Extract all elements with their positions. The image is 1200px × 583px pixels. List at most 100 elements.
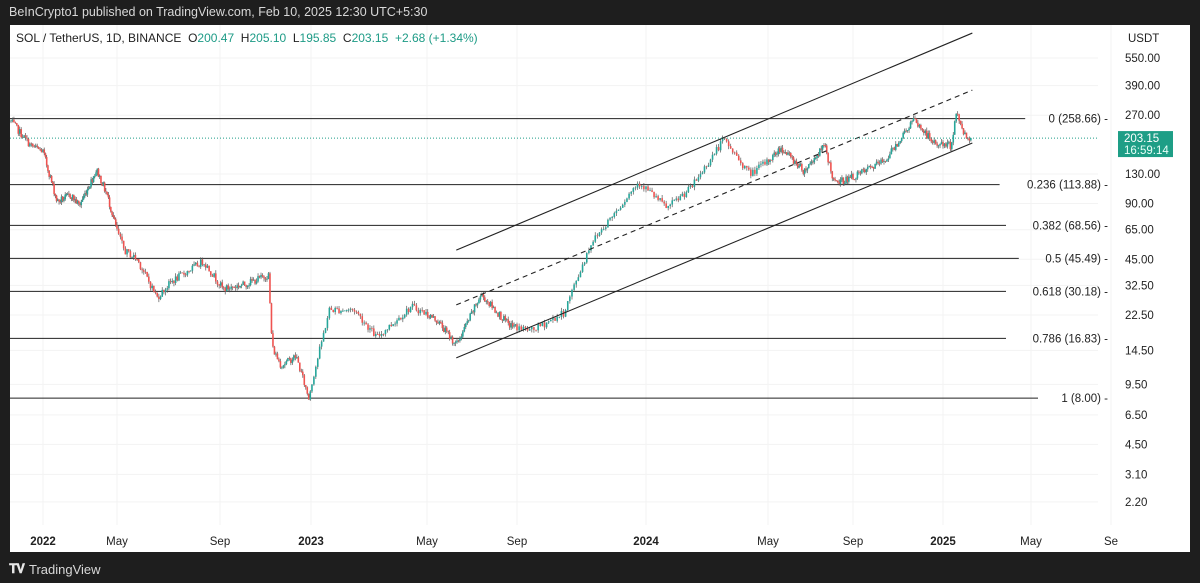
- candle-down: [914, 118, 916, 119]
- candle-up: [34, 145, 37, 147]
- candle-down: [431, 314, 433, 318]
- candle-up: [248, 285, 250, 286]
- candle-up: [955, 113, 957, 122]
- candle-up: [284, 364, 286, 366]
- candle-down: [294, 355, 297, 358]
- candle-down: [371, 328, 373, 329]
- last-price-tag: [1118, 131, 1173, 158]
- candle-down: [795, 160, 798, 165]
- candle-up: [126, 249, 128, 255]
- candle-up: [89, 186, 91, 189]
- candle-down: [367, 324, 369, 330]
- candle-down: [434, 316, 436, 321]
- candle-down: [472, 311, 474, 313]
- candle-up: [63, 199, 65, 201]
- candle-up: [478, 299, 480, 304]
- candle-up: [131, 257, 133, 258]
- high-label: H: [240, 31, 250, 45]
- candle-up: [503, 316, 505, 321]
- candle-up: [228, 288, 231, 290]
- candle-down: [153, 285, 155, 292]
- candle-up: [794, 160, 796, 164]
- candle-down: [146, 272, 148, 277]
- candle-up: [667, 206, 669, 208]
- candle-up: [886, 159, 888, 162]
- candle-down: [365, 322, 367, 325]
- candle-up: [693, 179, 696, 188]
- candle-up: [219, 282, 222, 286]
- candle-up: [799, 164, 802, 166]
- candle-down: [928, 133, 931, 139]
- candle-up: [18, 129, 21, 134]
- candle-down: [507, 319, 510, 323]
- candle-down: [862, 169, 865, 171]
- candle-down: [524, 326, 527, 329]
- chart-panel[interactable]: [10, 25, 1190, 552]
- low-value: 195.85: [299, 31, 337, 45]
- candle-up: [164, 289, 167, 293]
- time-axis-tick: 2023: [298, 536, 324, 548]
- candle-down: [144, 271, 147, 273]
- candle-down: [378, 334, 381, 336]
- footer: 𝐓𝐕 TradingView: [9, 561, 101, 577]
- candle-up: [171, 280, 174, 283]
- candle-down: [47, 165, 49, 171]
- candle-up: [924, 130, 927, 133]
- price-axis-tick: 6.50: [1125, 410, 1147, 422]
- time-axis-tick: May: [1020, 536, 1042, 548]
- candle-up: [347, 309, 350, 311]
- symbol-legend: SOL / TetherUS, 1D, BINANCE O200.47 H205…: [16, 31, 478, 45]
- candle-down: [893, 147, 896, 150]
- candle-up: [203, 264, 205, 266]
- candle-up: [384, 330, 387, 335]
- candle-up: [324, 328, 327, 333]
- candle-up: [598, 232, 601, 237]
- candle-down: [923, 130, 925, 133]
- candle-up: [425, 311, 427, 315]
- candle-down: [967, 138, 969, 140]
- candle-up: [550, 319, 552, 322]
- open-value: 200.47: [197, 31, 235, 45]
- candle-down: [222, 287, 225, 289]
- candle-down: [407, 308, 410, 313]
- candle-up: [159, 296, 162, 300]
- candle-up: [585, 253, 588, 263]
- candle-up: [571, 289, 573, 297]
- candle-up: [617, 209, 620, 211]
- candle-down: [526, 328, 529, 331]
- time-axis-tick: Sep: [507, 536, 527, 548]
- candle-up: [719, 141, 722, 151]
- candle-down: [288, 358, 291, 359]
- candle-down: [373, 328, 375, 337]
- candle-down: [695, 179, 698, 181]
- candle-down: [303, 375, 306, 386]
- candle-down: [141, 269, 143, 271]
- candle-up: [178, 273, 180, 281]
- candle-down: [297, 357, 300, 363]
- candle-down: [508, 322, 511, 328]
- candle-up: [918, 125, 921, 127]
- candle-up: [161, 289, 164, 297]
- candle-up: [57, 199, 59, 202]
- candle-up: [206, 265, 209, 268]
- candle-down: [188, 271, 190, 272]
- candle-down: [119, 233, 122, 237]
- candle-up: [481, 293, 483, 297]
- candle-down: [651, 190, 653, 192]
- candle-down: [48, 170, 50, 177]
- candle-up: [816, 155, 818, 158]
- candle-up: [151, 285, 153, 289]
- candle-down: [801, 164, 803, 171]
- candle-up: [583, 262, 586, 265]
- candle-down: [68, 193, 70, 195]
- candle-down: [215, 273, 217, 282]
- candle-down: [233, 287, 235, 289]
- candle-up: [49, 175, 52, 177]
- candle-up: [883, 160, 885, 162]
- fib-level-label: 0.382 (68.56) -: [1033, 220, 1109, 232]
- candle-down: [881, 159, 884, 162]
- candle-down: [511, 323, 514, 327]
- candle-down: [355, 311, 358, 313]
- candle-down: [486, 300, 489, 303]
